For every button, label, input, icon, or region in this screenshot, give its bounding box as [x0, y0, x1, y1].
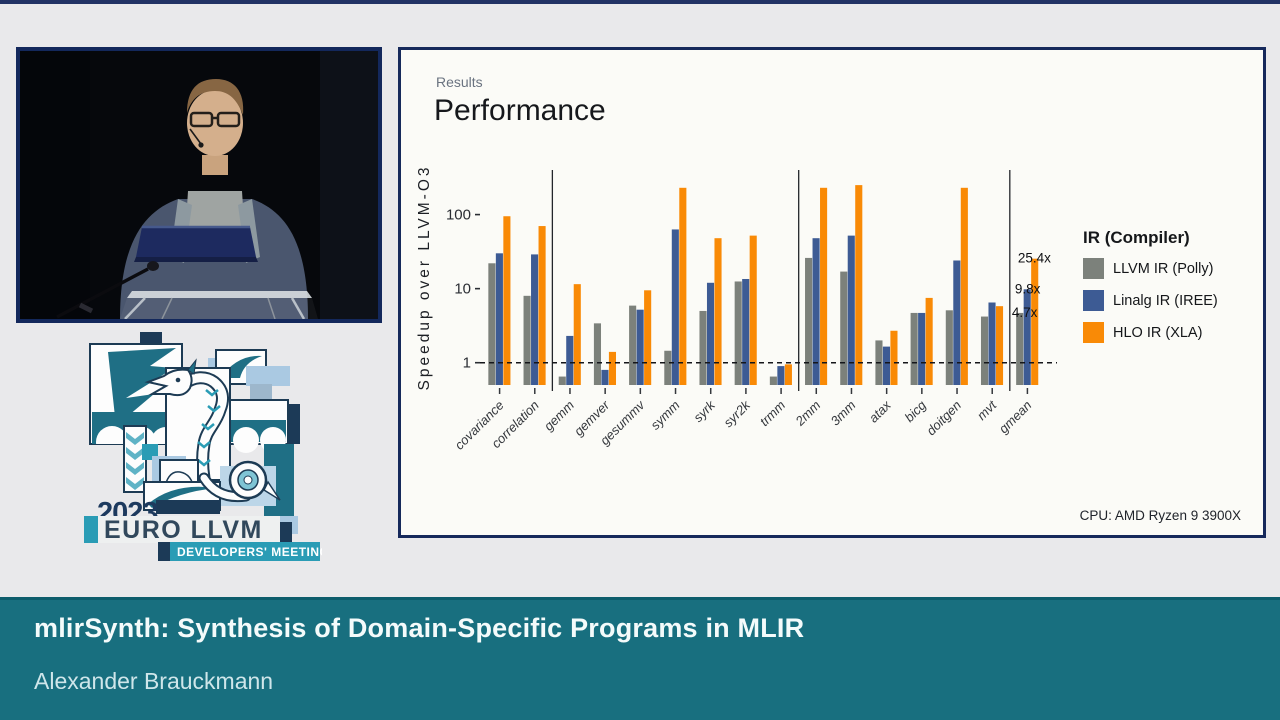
chart-legend: IR (Compiler) LLVM IR (Polly) Linalg IR … — [1083, 228, 1218, 354]
eurollvm-logo: 2023 EURO LLVM DEVELOPERS' MEETING — [78, 332, 322, 562]
svg-text:1: 1 — [463, 355, 471, 372]
svg-text:doitgen: doitgen — [923, 398, 964, 439]
svg-text:3mm: 3mm — [828, 397, 859, 428]
dragon-body — [177, 371, 229, 485]
svg-text:trmm: trmm — [757, 397, 789, 429]
legend-label-iree: Linalg IR (IREE) — [1113, 292, 1218, 309]
legend-row-polly: LLVM IR (Polly) — [1083, 258, 1218, 279]
svg-text:syr2k: syr2k — [720, 396, 754, 430]
glasses-icon — [189, 111, 241, 128]
dragon-head — [144, 358, 197, 397]
legend-swatch-xla — [1083, 322, 1104, 343]
svg-text:symm: symm — [648, 397, 683, 432]
speaker-scene — [20, 51, 378, 319]
logo-subtitle: DEVELOPERS' MEETING — [177, 545, 322, 559]
legend-swatch-polly — [1083, 258, 1104, 279]
legend-label-xla: HLO IR (XLA) — [1113, 324, 1203, 341]
legend-row-xla: HLO IR (XLA) — [1083, 322, 1218, 343]
svg-text:Speedup over LLVM-O3: Speedup over LLVM-O3 — [416, 164, 433, 390]
svg-text:4.7x: 4.7x — [1012, 305, 1038, 320]
slide-title: Performance — [434, 94, 606, 127]
logo-title: EURO LLVM — [104, 516, 263, 544]
svg-text:100: 100 — [446, 207, 471, 224]
legend-swatch-iree — [1083, 290, 1104, 311]
legend-row-iree: Linalg IR (IREE) — [1083, 290, 1218, 311]
cpu-note: CPU: AMD Ryzen 9 3900X — [1079, 508, 1241, 523]
speaker-video — [16, 47, 382, 323]
svg-text:gmean: gmean — [996, 398, 1035, 437]
top-navy-strip — [0, 0, 1280, 4]
slide-kicker: Results — [436, 74, 483, 90]
svg-text:bicg: bicg — [901, 397, 929, 425]
slide-panel: Results Performance 1 10 100 Speedup over L… — [398, 47, 1266, 538]
legend-label-polly: LLVM IR (Polly) — [1113, 260, 1214, 277]
headset-mic-icon — [189, 128, 204, 148]
speaker-name: Alexander Brauckmann — [34, 668, 274, 694]
talk-title: mlirSynth: Synthesis of Domain-Specific … — [34, 613, 805, 643]
chevron-column — [126, 432, 144, 490]
laptop — [134, 225, 258, 262]
microphone — [56, 261, 159, 319]
svg-text:25.4x: 25.4x — [1018, 251, 1051, 266]
legend-title: IR (Compiler) — [1083, 228, 1190, 247]
svg-text:2mm: 2mm — [792, 397, 824, 429]
eurollvm-logo-art: 2023 EURO LLVM DEVELOPERS' MEETING — [84, 332, 322, 561]
svg-text:mvt: mvt — [974, 397, 1000, 423]
dragon-tail — [198, 460, 281, 503]
svg-text:syrk: syrk — [690, 396, 719, 425]
svg-text:atax: atax — [866, 397, 894, 425]
svg-text:9.8x: 9.8x — [1015, 281, 1041, 296]
podium — [120, 291, 318, 319]
talk-info-bar: mlirSynth: Synthesis of Domain-Specific … — [0, 597, 1280, 720]
svg-text:10: 10 — [454, 281, 471, 298]
